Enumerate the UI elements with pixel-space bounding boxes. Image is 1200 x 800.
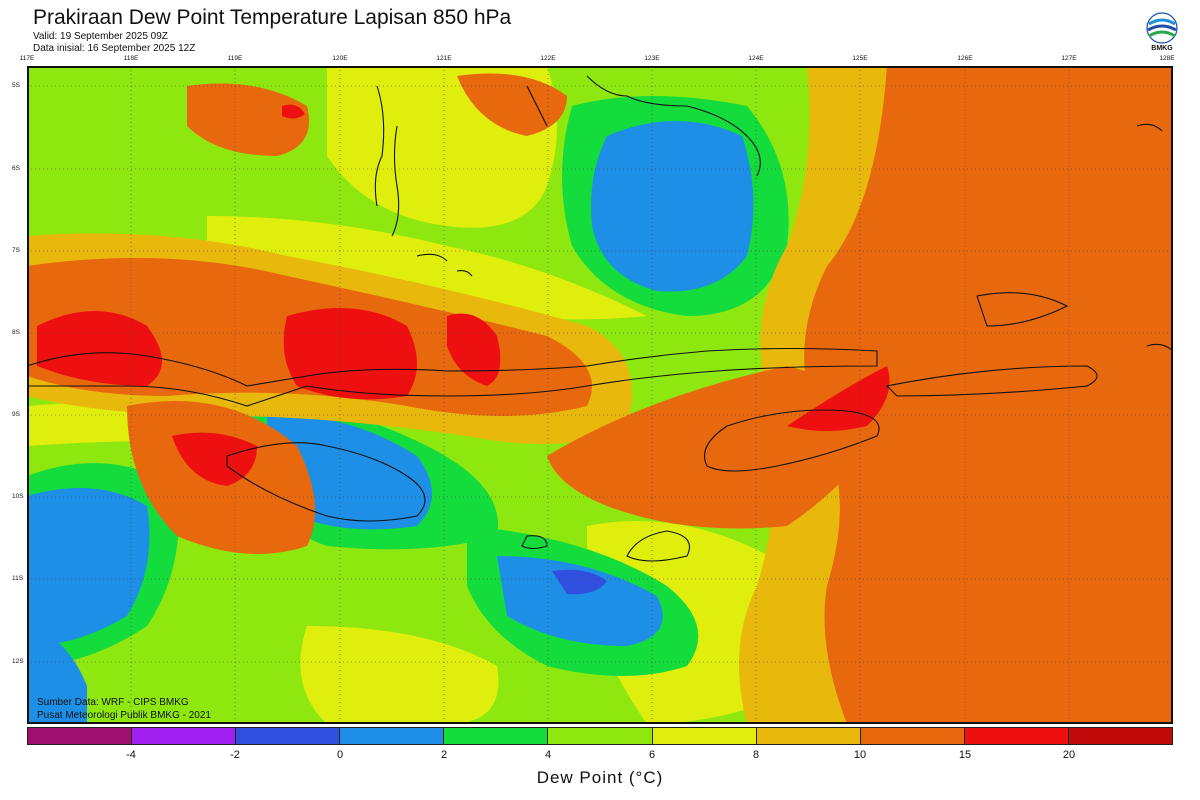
zone-10-15 bbox=[804, 66, 1173, 724]
colorbar-segment bbox=[548, 728, 653, 744]
colorbar-tick-label: 8 bbox=[752, 749, 760, 761]
lon-label-128e: 128E bbox=[1159, 55, 1175, 62]
colorbar-segment bbox=[964, 728, 1069, 744]
zone-0-2 bbox=[27, 626, 87, 724]
zone-0-2 bbox=[27, 488, 150, 646]
colorbar-segment bbox=[28, 728, 133, 744]
bmkg-logo-icon bbox=[1142, 10, 1182, 56]
initial-data-time: Data inisial: 16 September 2025 12Z bbox=[33, 43, 196, 54]
colorbar-tick-label: 4 bbox=[544, 749, 552, 761]
colorbar-tick-label: 2 bbox=[440, 749, 448, 761]
colorbar-tick-label: 20 bbox=[1062, 749, 1076, 761]
lon-label-119e: 119E bbox=[227, 55, 243, 62]
colorbar-tick-label: -2 bbox=[230, 749, 240, 761]
logo-label: BMKG bbox=[1151, 45, 1173, 52]
dew-point-map bbox=[27, 66, 1173, 724]
coastlines bbox=[27, 75, 1173, 562]
colorbar-segment bbox=[132, 728, 237, 744]
lon-label-117e: 117E bbox=[19, 55, 35, 62]
zone-6-8 bbox=[300, 626, 499, 724]
zone-15-20 bbox=[37, 311, 162, 386]
colorbar-segment bbox=[860, 728, 965, 744]
lat-label-12s: 12S bbox=[12, 658, 24, 665]
colorbar-tick-label: 6 bbox=[648, 749, 656, 761]
colorbar-tick-label: -4 bbox=[126, 749, 136, 761]
zone-neg2-0 bbox=[552, 569, 607, 595]
colorbar-segment bbox=[444, 728, 549, 744]
zone-0-2 bbox=[497, 556, 663, 646]
zone-15-20 bbox=[447, 313, 501, 386]
graticule bbox=[27, 66, 1173, 724]
lat-label-6s: 6S bbox=[12, 165, 20, 172]
lon-label-122e: 122E bbox=[540, 55, 556, 62]
zone-10-15 bbox=[457, 73, 567, 136]
colorbar-tick-label: 0 bbox=[336, 749, 344, 761]
organization-credit: Pusat Meteorologi Publik BMKG - 2021 bbox=[37, 710, 211, 721]
longitude-labels: 117E 118E 119E 120E 121E 122E 123E 124E … bbox=[0, 55, 1200, 65]
zone-0-2 bbox=[591, 121, 754, 292]
valid-time: Valid: 19 September 2025 09Z bbox=[33, 31, 168, 42]
colorbar-tick-label: 10 bbox=[853, 749, 867, 761]
lat-label-10s: 10S bbox=[12, 493, 24, 500]
data-source-credit: Sumber Data: WRF - CIPS BMKG bbox=[37, 697, 189, 708]
lon-label-123e: 123E bbox=[644, 55, 660, 62]
lat-label-9s: 9S bbox=[12, 411, 20, 418]
lon-label-121e: 121E bbox=[436, 55, 452, 62]
colorbar-tick-label: 15 bbox=[958, 749, 972, 761]
colorbar-segment bbox=[1068, 728, 1173, 744]
zone-15-20 bbox=[282, 104, 305, 119]
lat-label-5s: 5S bbox=[12, 82, 20, 89]
lon-label-120e: 120E bbox=[332, 55, 348, 62]
colorbar-title: Dew Point (°C) bbox=[536, 768, 664, 787]
colorbar-segment bbox=[236, 728, 341, 744]
lat-label-7s: 7S bbox=[12, 247, 20, 254]
colorbar bbox=[27, 727, 1173, 745]
lon-label-127e: 127E bbox=[1061, 55, 1077, 62]
colorbar-tick-labels: -4 -2 0 2 4 6 8 10 15 20 bbox=[27, 749, 1173, 763]
zone-15-20 bbox=[283, 308, 417, 400]
colorbar-segment bbox=[652, 728, 757, 744]
lat-label-11s: 11S bbox=[12, 575, 24, 582]
lon-label-126e: 126E bbox=[957, 55, 973, 62]
zone-10-15 bbox=[187, 83, 309, 156]
lon-label-124e: 124E bbox=[748, 55, 764, 62]
lon-label-118e: 118E bbox=[123, 55, 139, 62]
map-title: Prakiraan Dew Point Temperature Lapisan … bbox=[33, 6, 512, 29]
map-frame bbox=[27, 66, 1173, 724]
zone-10-15 bbox=[547, 366, 887, 529]
colorbar-segment bbox=[340, 728, 445, 744]
lon-label-125e: 125E bbox=[852, 55, 868, 62]
colorbar-segment bbox=[756, 728, 861, 744]
lat-label-8s: 8S bbox=[12, 329, 20, 336]
